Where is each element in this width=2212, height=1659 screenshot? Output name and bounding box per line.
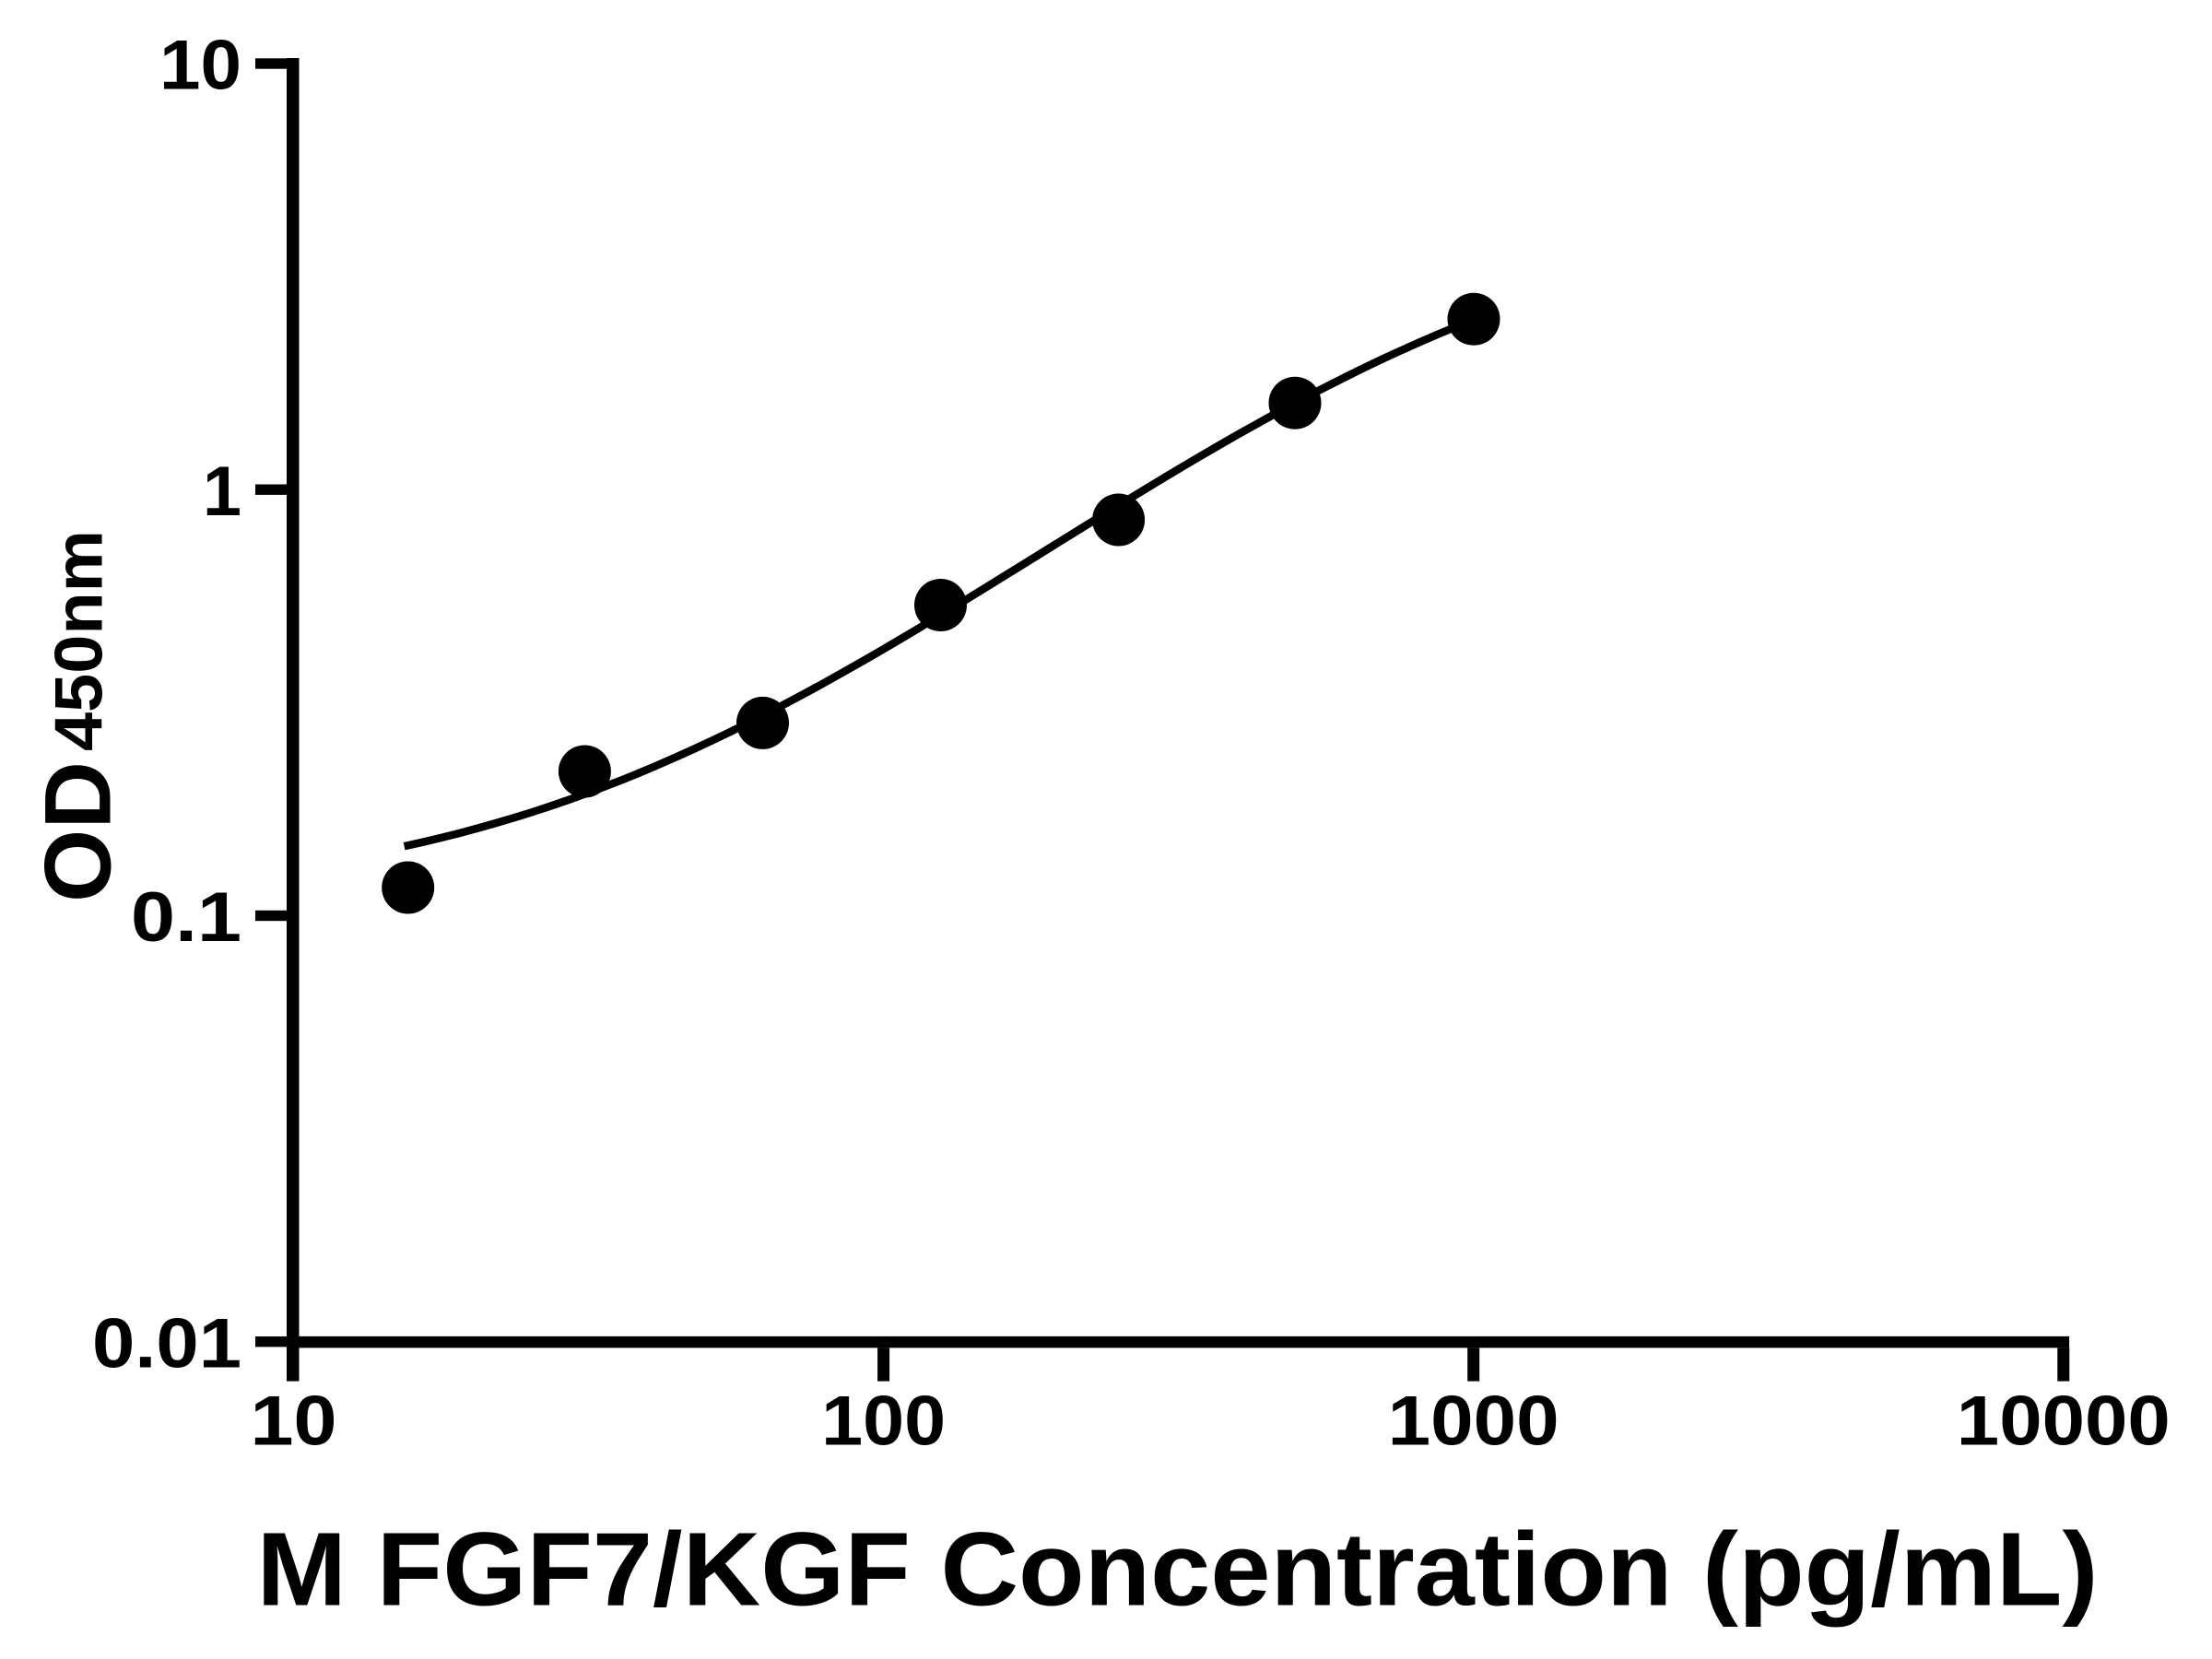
svg-text:1000: 1000 — [1388, 1382, 1559, 1461]
svg-text:1: 1 — [203, 453, 241, 531]
svg-text:OD450nm: OD450nm — [26, 530, 131, 902]
svg-text:10: 10 — [159, 27, 241, 105]
svg-text:10: 10 — [251, 1382, 337, 1461]
svg-text:10000: 10000 — [1957, 1382, 2171, 1461]
svg-text:0.1: 0.1 — [131, 878, 241, 957]
svg-text:M FGF7/KGF Concentration (pg/m: M FGF7/KGF Concentration (pg/mL) — [257, 1512, 2099, 1628]
svg-text:0.01: 0.01 — [92, 1304, 241, 1382]
svg-text:100: 100 — [821, 1382, 946, 1461]
